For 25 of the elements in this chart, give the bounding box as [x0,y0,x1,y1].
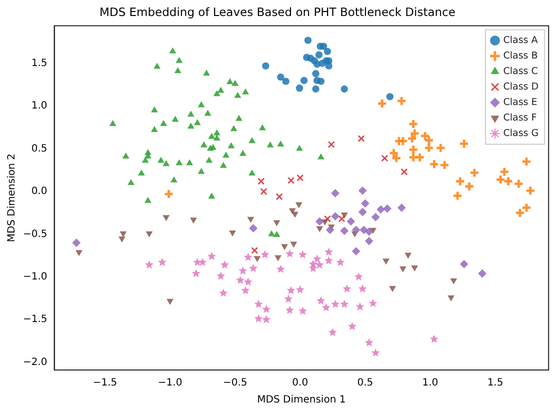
x-tick-label: 0.0 [292,378,308,389]
x-tick-label: −1.0 [158,378,182,389]
y-tick-label: 0.5 [31,143,48,154]
legend-label: Class F [503,112,537,124]
legend-label: Class C [503,66,538,78]
legend-label: Class E [503,97,538,108]
y-tick-label: 1.5 [31,58,48,69]
x-tick-label: −1.5 [92,378,118,389]
legend-label: Class A [503,35,538,46]
y-tick-label: 1.0 [31,100,48,112]
x-tick-label: 1.0 [422,378,438,389]
legend-label: Class G [503,128,539,140]
chart-title: MDS Embedding of Leaves Based on PHT Bottleneck Distance [100,4,456,19]
y-tick-label: −1.5 [22,314,48,326]
y-axis-title: MDS Dimension 2 [6,154,18,242]
legend-label: Class B [503,50,538,62]
legend-label: Class D [503,82,539,93]
x-tick-label: 0.5 [357,378,374,389]
x-tick-label: −0.5 [222,378,248,389]
y-tick-label: −2.0 [22,356,48,368]
y-tick-label: −1.0 [22,271,48,282]
x-tick-label: 1.5 [487,378,504,389]
y-tick-label: 0.0 [31,186,48,198]
y-tick-label: −0.5 [22,228,48,240]
x-axis-title: MDS Dimension 1 [257,394,346,406]
